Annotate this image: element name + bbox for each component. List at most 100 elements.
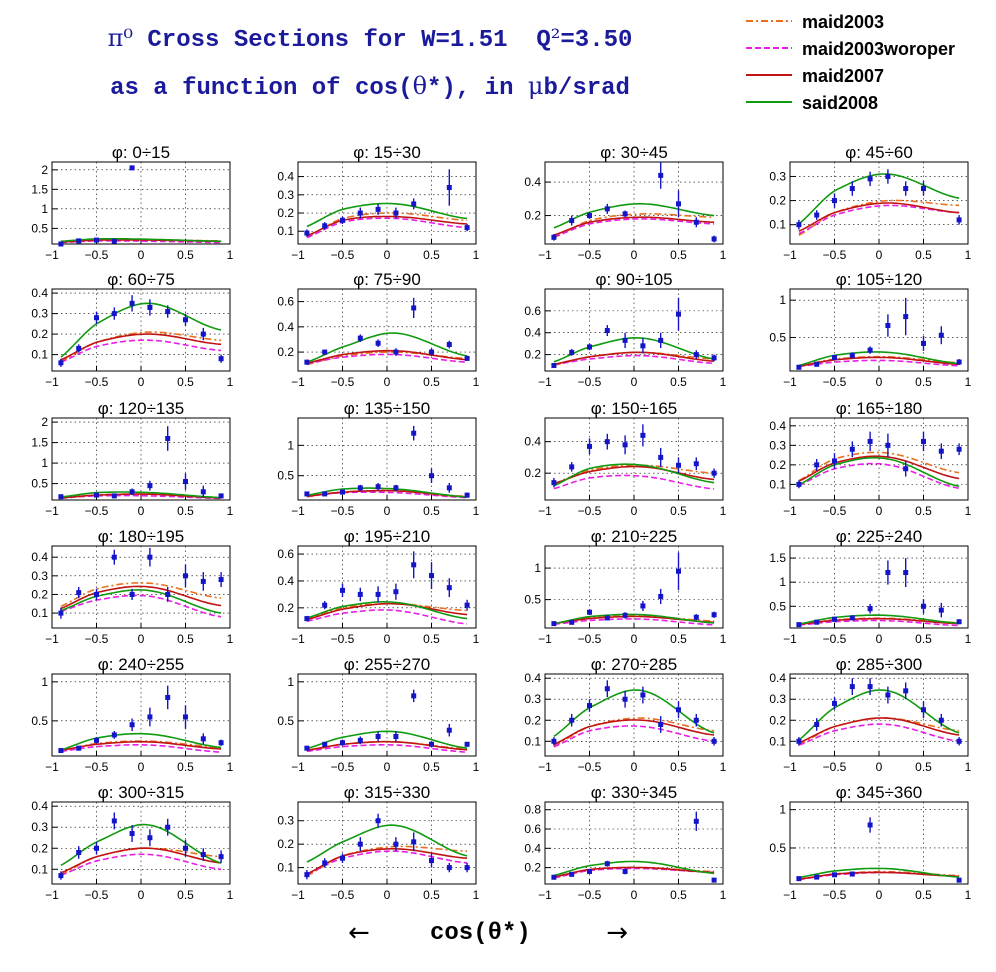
data-marker xyxy=(658,172,664,178)
y-tick-label: 0.4 xyxy=(524,841,541,855)
data-marker xyxy=(129,831,135,837)
curve-maid2007 xyxy=(60,740,222,752)
x-tick-label: 1 xyxy=(965,632,972,646)
y-tick-label: 0.5 xyxy=(769,599,786,613)
y-tick-label: 0.1 xyxy=(769,477,786,491)
x-tick-label: 0 xyxy=(138,375,145,389)
y-tick-label: 0.3 xyxy=(277,814,294,828)
y-tick-label: 0.3 xyxy=(769,438,786,452)
x-tick-label: 0 xyxy=(631,632,638,646)
data-marker xyxy=(711,738,717,744)
panel-3: φ: 45÷60 −1 −0.5 0 0.5 1 0.1 0.2 0.3 xyxy=(769,143,971,262)
curve-maid2003 xyxy=(306,212,468,238)
data-point xyxy=(183,839,188,857)
data-marker xyxy=(94,591,99,597)
data-marker xyxy=(676,201,681,207)
data-point xyxy=(622,210,628,218)
data-marker xyxy=(867,606,873,612)
data-point xyxy=(658,332,664,349)
data-point xyxy=(393,207,399,219)
x-tick-label: −1 xyxy=(45,888,59,902)
data-marker xyxy=(921,438,926,444)
data-marker xyxy=(867,684,873,690)
x-tick-label: −1 xyxy=(291,504,305,518)
data-point xyxy=(411,551,417,579)
data-marker xyxy=(304,230,310,236)
data-point xyxy=(867,346,873,354)
data-marker xyxy=(218,740,224,746)
data-marker xyxy=(357,485,363,491)
data-marker xyxy=(393,210,399,216)
x-tick-label: 0.5 xyxy=(177,375,194,389)
data-marker xyxy=(304,359,310,365)
x-tick-label: −0.5 xyxy=(85,760,109,774)
data-marker xyxy=(76,590,82,596)
data-marker xyxy=(658,721,664,727)
data-marker xyxy=(849,446,855,452)
panel-label: φ: 45÷60 xyxy=(845,143,913,162)
x-tick-label: 0.5 xyxy=(670,760,687,774)
data-point xyxy=(796,622,802,628)
data-point xyxy=(640,600,646,611)
y-tick-label: 1 xyxy=(41,456,48,470)
data-point xyxy=(849,615,855,621)
y-tick-label: 0.4 xyxy=(524,326,541,340)
data-point xyxy=(464,492,470,498)
curve-said2008 xyxy=(798,614,960,625)
data-marker xyxy=(147,304,153,310)
data-marker xyxy=(111,311,117,317)
left-arrow-icon: ← xyxy=(348,918,370,948)
data-point xyxy=(411,832,417,852)
data-marker xyxy=(867,176,873,182)
data-point xyxy=(587,212,592,219)
x-tick-label: 0.5 xyxy=(670,375,687,389)
x-tick-label: 0.5 xyxy=(177,888,194,902)
y-tick-label: 0.2 xyxy=(524,348,541,362)
data-marker xyxy=(693,717,699,723)
data-marker xyxy=(446,585,452,591)
x-tick-label: 1 xyxy=(473,888,480,902)
curve-maid2007 xyxy=(306,848,468,875)
x-tick-label: 1 xyxy=(227,504,234,518)
data-marker xyxy=(76,745,82,751)
curve-said2008 xyxy=(553,336,715,363)
y-tick-label: 0.4 xyxy=(31,286,48,300)
panel-label: φ: 135÷150 xyxy=(344,399,431,418)
data-marker xyxy=(832,872,837,878)
data-point xyxy=(111,238,117,244)
curve-said2008 xyxy=(306,824,468,863)
data-marker xyxy=(464,602,470,608)
data-marker xyxy=(676,707,681,713)
curve-maid2003woroper xyxy=(553,218,715,238)
data-marker xyxy=(903,688,909,694)
data-point xyxy=(58,607,64,619)
data-point xyxy=(569,871,575,877)
data-point xyxy=(375,482,381,491)
panel-16: φ: 240÷255 −1 −0.5 0 0.5 1 0.5 1 xyxy=(31,655,233,774)
data-marker xyxy=(867,438,873,444)
y-tick-label: 0.2 xyxy=(277,206,294,220)
data-point xyxy=(304,359,310,365)
legend-label-maid2003: maid2003 xyxy=(802,12,884,32)
curve-maid2003 xyxy=(553,464,715,485)
data-marker xyxy=(375,340,381,346)
x-tick-label: −0.5 xyxy=(85,632,109,646)
data-marker xyxy=(849,615,855,621)
data-point xyxy=(58,871,64,880)
data-point xyxy=(903,181,909,196)
data-marker xyxy=(340,740,345,746)
panel-11: φ: 165÷180 −1 −0.5 0 0.5 1 0.1 0.2 0.3 0.4 xyxy=(769,399,971,518)
data-marker xyxy=(956,619,962,625)
y-tick-label: 0.2 xyxy=(769,458,786,472)
x-tick-label: 1 xyxy=(473,632,480,646)
curve-maid2007 xyxy=(60,585,222,610)
x-tick-label: 0.5 xyxy=(177,632,194,646)
y-tick-label: 0.3 xyxy=(31,307,48,321)
x-tick-label: −1 xyxy=(783,375,797,389)
curve-said2008 xyxy=(798,456,960,488)
curve-said2008 xyxy=(553,613,715,625)
data-point xyxy=(375,339,381,348)
data-marker xyxy=(938,717,944,723)
y-tick-label: 0.2 xyxy=(769,194,786,208)
data-marker xyxy=(832,355,837,361)
